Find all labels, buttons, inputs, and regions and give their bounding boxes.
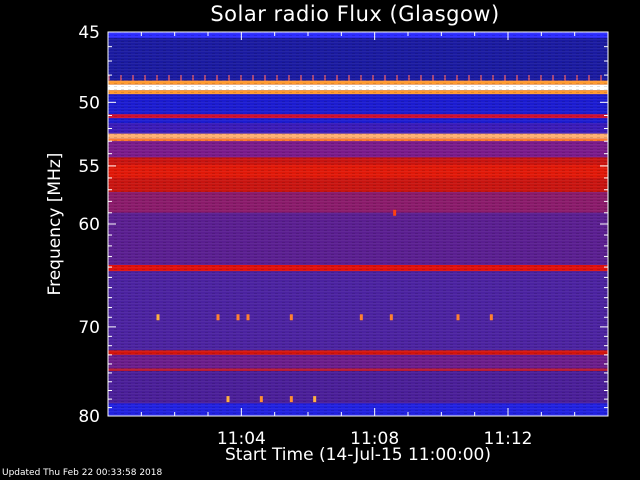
- burst-1: [216, 314, 220, 321]
- x-axis-label: Start Time (14-Jul-15 11:00:00): [225, 445, 491, 465]
- burst-12: [313, 396, 317, 403]
- axes: 45 50 55 60 70 80 11:04 11:08 11:12: [78, 23, 608, 449]
- burst-8: [489, 314, 493, 321]
- y-tick-label-3: 60: [78, 215, 100, 235]
- x-tick-label-1: 11:08: [350, 429, 399, 449]
- burst-9: [226, 396, 230, 403]
- y-tick-label-0: 45: [78, 23, 100, 43]
- y-tick-label-1: 50: [78, 93, 100, 113]
- y-tick-label-4: 70: [78, 318, 100, 338]
- burst-4: [289, 314, 293, 321]
- updated-timestamp: Updated Thu Feb 22 00:33:58 2018: [2, 468, 163, 478]
- y-axis-label: Frequency [MHz]: [45, 152, 65, 296]
- noise-overlay: [108, 32, 608, 416]
- y-tick-label-5: 80: [78, 407, 100, 427]
- burst-11: [289, 396, 293, 403]
- burst-2: [236, 314, 240, 321]
- burst-5: [359, 314, 363, 321]
- burst-13: [393, 209, 397, 216]
- plot-area: [108, 32, 608, 416]
- x-tick-label-2: 11:12: [484, 429, 533, 449]
- burst-3: [246, 314, 250, 321]
- burst-7: [456, 314, 460, 321]
- burst-6: [389, 314, 393, 321]
- x-tick-label-0: 11:04: [217, 429, 266, 449]
- burst-10: [259, 396, 263, 403]
- burst-0: [156, 314, 160, 321]
- chart-title: Solar radio Flux (Glasgow): [210, 2, 500, 26]
- y-tick-label-2: 55: [78, 157, 100, 177]
